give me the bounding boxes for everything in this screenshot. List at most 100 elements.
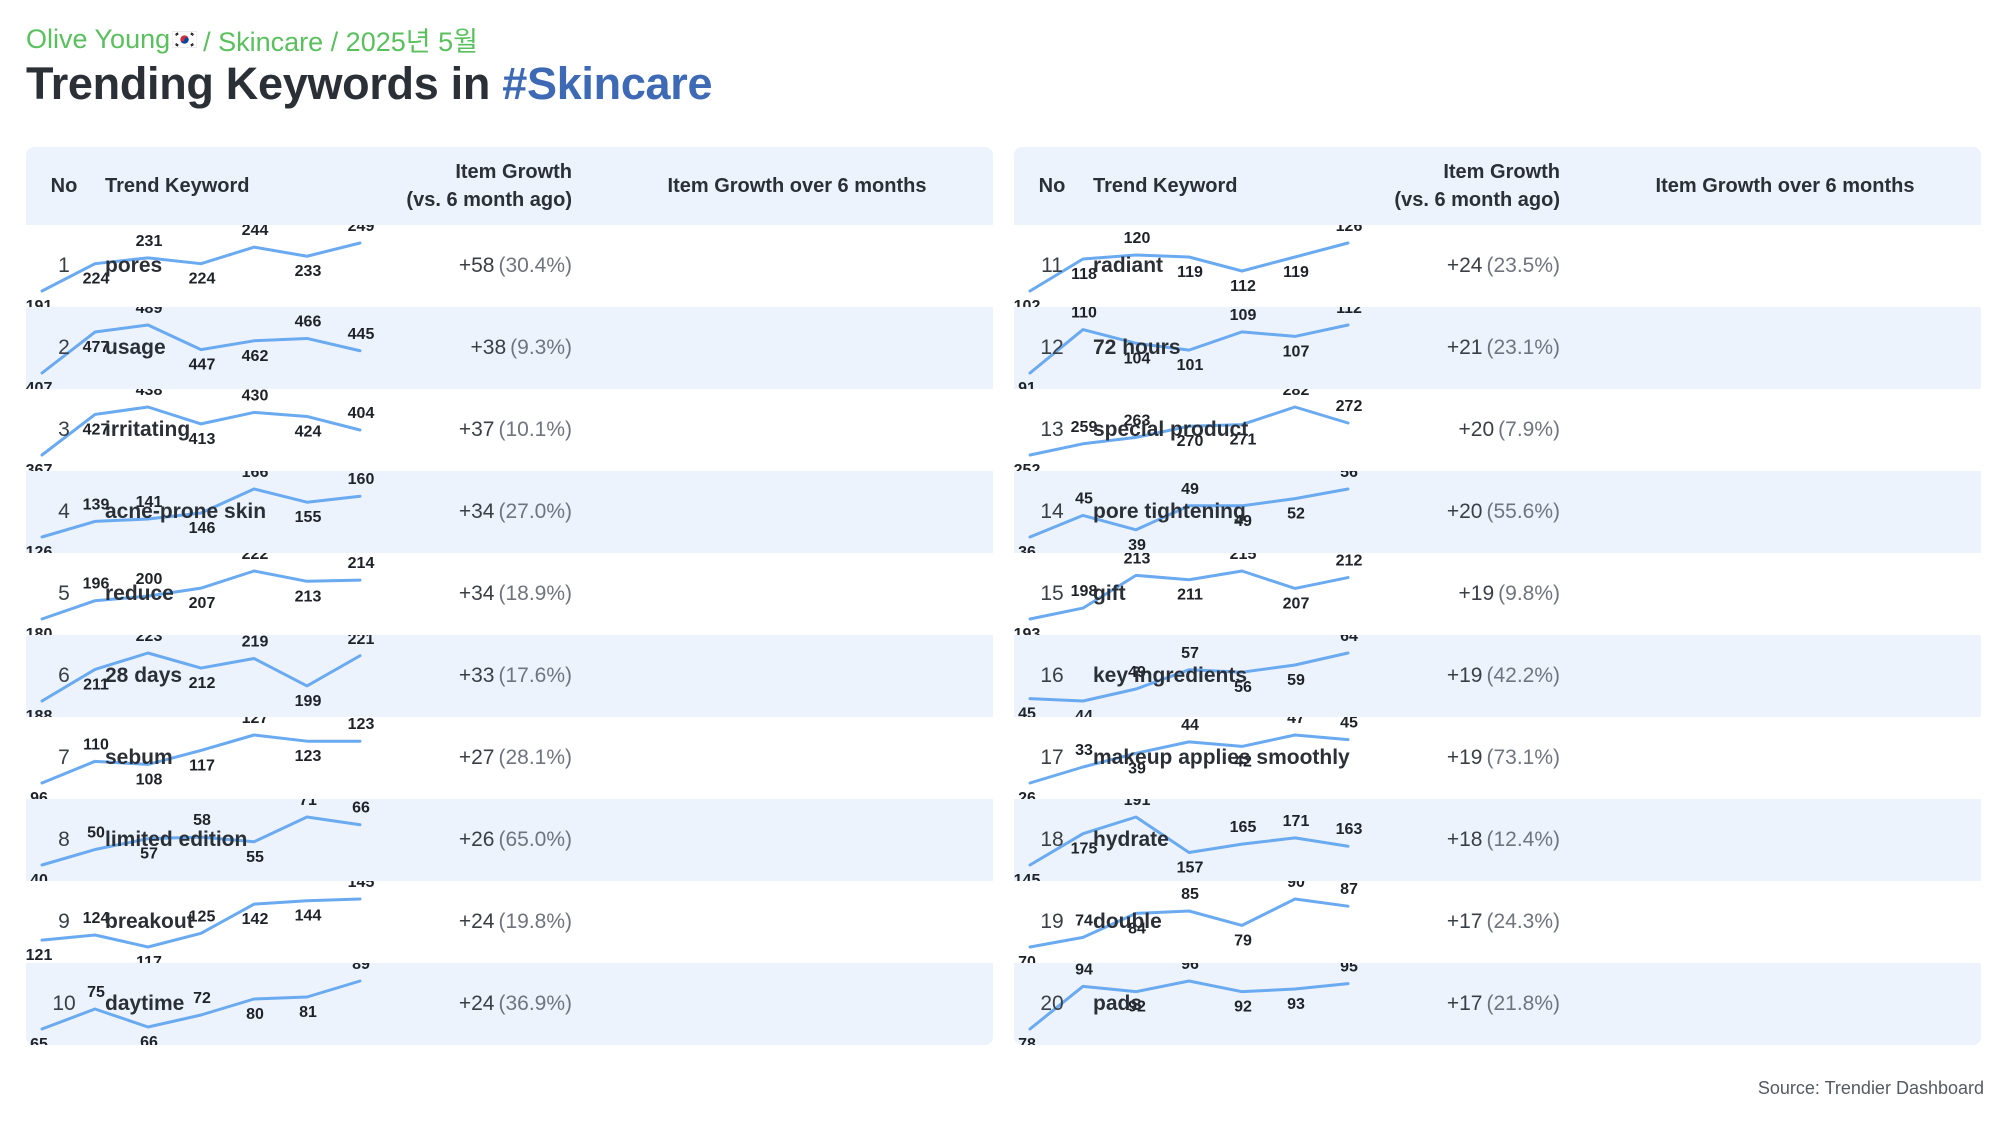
sparkline-value-label: 207 (1283, 595, 1310, 612)
sparkline-value-label: 199 (295, 693, 322, 710)
sparkline-value-label: 120 (1124, 230, 1151, 247)
source-note: Source: Trendier Dashboard (1757, 1078, 1984, 1098)
sparkline-value-label: 94 (1075, 963, 1093, 978)
sparkline-value-label: 123 (295, 748, 322, 765)
sparkline-value-label: 57 (1181, 645, 1199, 662)
growth-value: +58 (458, 254, 495, 277)
sparkline-value-label: 33 (1075, 742, 1093, 759)
sparkline-value-label: 139 (83, 496, 110, 513)
header-trend: Item Growth over 6 months (667, 174, 927, 197)
sparkline-line (40, 569, 362, 621)
growth-value: +19 (1458, 582, 1495, 605)
item-growth: +58 (30.4%) (316, 225, 572, 307)
growth-value: +17 (1446, 910, 1483, 933)
item-growth: +27 (28.1%) (316, 717, 572, 799)
sparkline-value-label: 123 (348, 717, 375, 733)
table-row: 2 usage +38 (9.3%) 407 477 489 447 462 466 445 (26, 300, 993, 397)
item-growth: +37 (10.1%) (316, 389, 572, 471)
header-growth-line2: (vs. 6 month ago) (1394, 189, 1560, 211)
sparkline-value-label: 93 (1287, 996, 1305, 1013)
sparkline-value-label: 44 (1181, 717, 1199, 734)
sparkline-value-label: 59 (1287, 672, 1305, 689)
sparkline-value-label: 270 (1177, 433, 1204, 450)
sparkline-line (1028, 651, 1350, 703)
sparkline-value-label: 231 (136, 233, 163, 250)
table-row: 11 radiant +24 (23.5%) 102 118 120 119 112 119 126 (1014, 218, 1981, 315)
trend-keyword: pores (105, 254, 163, 277)
item-growth: +26 (65.0%) (316, 799, 572, 881)
rank-number: 5 (58, 582, 70, 605)
growth-value: +20 (1458, 418, 1495, 441)
trend-keyword: 72 hours (1093, 336, 1181, 359)
growth-value: +19 (1446, 664, 1483, 687)
sparkline-value-label: 157 (1177, 859, 1204, 876)
item-growth: +24 (19.8%) (316, 881, 572, 963)
sparkline-line (40, 897, 362, 949)
growth-percent: (23.5%) (1486, 254, 1560, 277)
growth-percent: (27.0%) (498, 500, 572, 523)
rank-number: 12 (1040, 336, 1064, 359)
sparkline-line (40, 733, 362, 785)
growth-value: +20 (1446, 500, 1483, 523)
header-growth-line1: Item Growth (1443, 161, 1560, 183)
sparkline-value-label: 211 (83, 676, 109, 693)
rank-number: 1 (58, 254, 70, 277)
sparkline-value-label: 49 (1128, 664, 1146, 681)
item-growth: +38 (9.3%) (316, 307, 572, 389)
growth-percent: (9.3%) (510, 336, 572, 359)
sparkline-line (1028, 815, 1350, 867)
growth-value: +37 (458, 418, 495, 441)
sparkline-value-label: 55 (246, 849, 264, 866)
sparkline-value-label: 85 (1181, 886, 1199, 903)
sparkline-value-label: 272 (1336, 398, 1363, 415)
sparkline-value-label: 101 (1177, 357, 1204, 374)
sparkline-value-label: 92 (1234, 999, 1252, 1016)
sparkline-line (40, 323, 362, 375)
header-growth: Item Growth (vs. 6 month ago) (1304, 147, 1560, 225)
trend-keyword: reduce (105, 582, 174, 605)
sparkline-value-label: 171 (1283, 813, 1310, 830)
sparkline-value-label: 117 (189, 757, 215, 774)
trend-keyword: gift (1093, 582, 1126, 605)
growth-value: +24 (458, 992, 495, 1015)
page-title: Trending Keywords in #Skincare (26, 58, 713, 110)
growth-percent: (18.9%) (498, 582, 572, 605)
title-hashtag: #Skincare (502, 58, 713, 109)
sparkline-value-label: 108 (136, 771, 163, 788)
item-growth: +24 (23.5%) (1304, 225, 1560, 307)
growth-percent: (12.4%) (1486, 828, 1560, 851)
sparkline-line (40, 241, 362, 293)
brand-name: Olive Young (26, 24, 171, 54)
sparkline-value-label: 155 (295, 509, 322, 526)
sparkline-value-label: 213 (1124, 553, 1151, 567)
header-growth-line2: (vs. 6 month ago) (406, 189, 572, 211)
growth-percent: (7.9%) (1498, 418, 1560, 441)
rank-number: 20 (1040, 992, 1064, 1015)
sparkline-value-label: 445 (348, 326, 375, 343)
sparkline-value-label: 95 (1340, 963, 1358, 976)
sparkline-value-label: 49 (1234, 513, 1252, 530)
sparkline-value-label: 125 (189, 908, 216, 925)
table-right: No Trend Keyword Item Growth (vs. 6 month… (1014, 147, 1981, 1053)
header-keyword: Trend Keyword (1093, 174, 1238, 197)
sparkline-value-label: 447 (189, 357, 216, 374)
header-growth: Item Growth (vs. 6 month ago) (316, 147, 572, 225)
sparkline-value-label: 413 (189, 431, 216, 448)
trend-keyword: acne-prone skin (105, 500, 267, 523)
sparkline-value-label: 80 (246, 1006, 264, 1023)
sparkline-line (1028, 897, 1350, 949)
sparkline-value-label: 112 (1230, 278, 1256, 295)
trend-keyword: daytime (105, 992, 185, 1015)
item-growth: +34 (27.0%) (316, 471, 572, 553)
trend-keyword: 28 days (105, 664, 183, 687)
sparkline-value-label: 259 (1071, 419, 1098, 436)
sparkline-line (40, 651, 362, 703)
table-body: 11 radiant +24 (23.5%) 102 118 120 119 112 119 126… (1014, 218, 1981, 1053)
item-growth: +24 (36.9%) (316, 963, 572, 1045)
sparkline-value-label: 45 (1340, 717, 1358, 732)
sparkline-line (40, 979, 362, 1031)
sparkline-value-label: 163 (1336, 821, 1363, 838)
sparkline-line (40, 815, 362, 867)
growth-percent: (28.1%) (498, 746, 572, 769)
